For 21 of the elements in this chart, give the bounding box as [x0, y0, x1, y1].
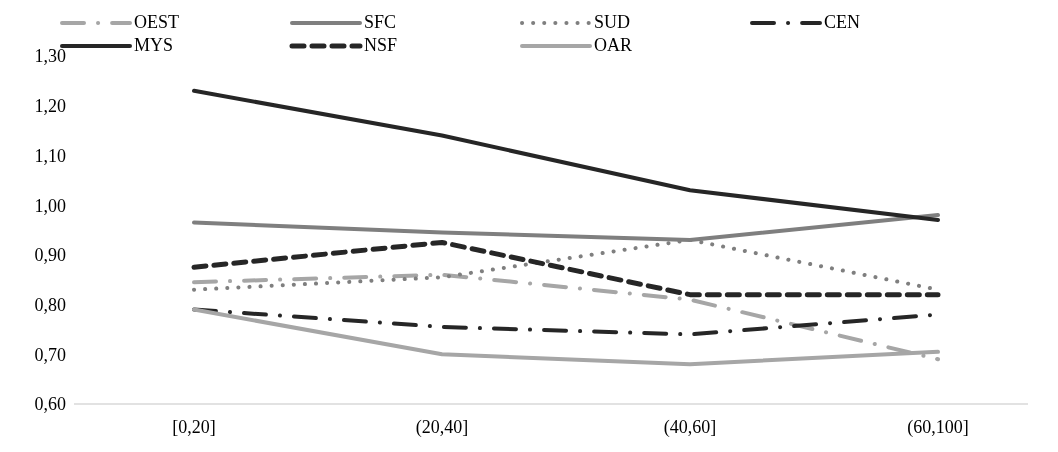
y-tick-label: 1,30 — [34, 46, 66, 67]
line-series — [192, 88, 940, 223]
y-tick-label: 0,60 — [34, 394, 66, 415]
legend-label: SUD — [594, 12, 631, 33]
legend-label: OEST — [134, 12, 179, 33]
x-tick-label: (40,60] — [663, 416, 717, 438]
x-tick-label: [0,20] — [172, 416, 216, 437]
y-tick-label: 1,20 — [34, 96, 66, 117]
y-tick-label: 0,80 — [34, 294, 66, 315]
y-tick-label: 1,00 — [34, 195, 66, 216]
x-tick-label: (20,40] — [415, 416, 469, 438]
y-tick-label: 0,90 — [34, 245, 66, 266]
legend-label: SFC — [364, 12, 397, 33]
legend-label: MYS — [134, 35, 174, 56]
y-tick-label: 1,10 — [34, 145, 66, 166]
line-series — [192, 272, 940, 362]
y-tick-label: 0,70 — [34, 344, 66, 365]
x-tick-label: (60,100] — [907, 416, 969, 438]
legend-label: CEN — [824, 12, 860, 33]
legend-label: OAR — [594, 35, 633, 56]
legend-label: NSF — [364, 35, 398, 56]
